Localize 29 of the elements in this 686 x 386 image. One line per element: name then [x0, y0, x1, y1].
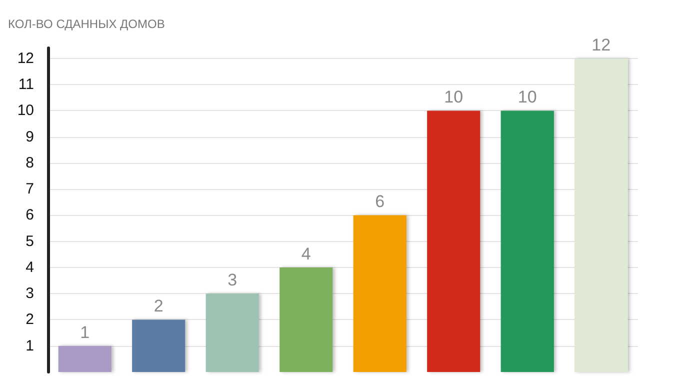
- y-tick-label: 8: [26, 154, 34, 172]
- y-tick-label: 12: [17, 50, 34, 67]
- bar: [574, 58, 628, 372]
- y-tick-label: 1: [26, 337, 34, 354]
- y-tick-label: 6: [26, 206, 34, 224]
- bar: [500, 110, 554, 372]
- y-tick-label: 2: [26, 311, 34, 328]
- y-tick-label: 10: [17, 102, 34, 120]
- bar: [353, 215, 406, 372]
- y-tick-label: 5: [26, 232, 34, 250]
- data-label: 12: [592, 35, 611, 54]
- y-tick-label: 11: [18, 76, 34, 94]
- y-tick-label: 3: [26, 285, 34, 302]
- bar: [132, 320, 186, 372]
- data-label: 3: [228, 270, 238, 290]
- data-label: 10: [444, 88, 464, 107]
- y-tick-label: 4: [26, 258, 34, 276]
- data-label: 10: [518, 88, 537, 107]
- data-label: 6: [375, 192, 385, 212]
- y-tick-label: 7: [26, 180, 34, 198]
- data-label: 4: [301, 244, 311, 264]
- bar: [427, 110, 480, 372]
- bar: [280, 267, 333, 372]
- bar: [58, 346, 112, 372]
- data-label: 1: [80, 322, 90, 342]
- y-tick-label: 9: [26, 128, 34, 146]
- y-axis-title: КОЛ-ВО СДАННЫХ ДОМОВ: [8, 17, 165, 31]
- data-label: 2: [154, 296, 164, 316]
- bar: [206, 294, 259, 372]
